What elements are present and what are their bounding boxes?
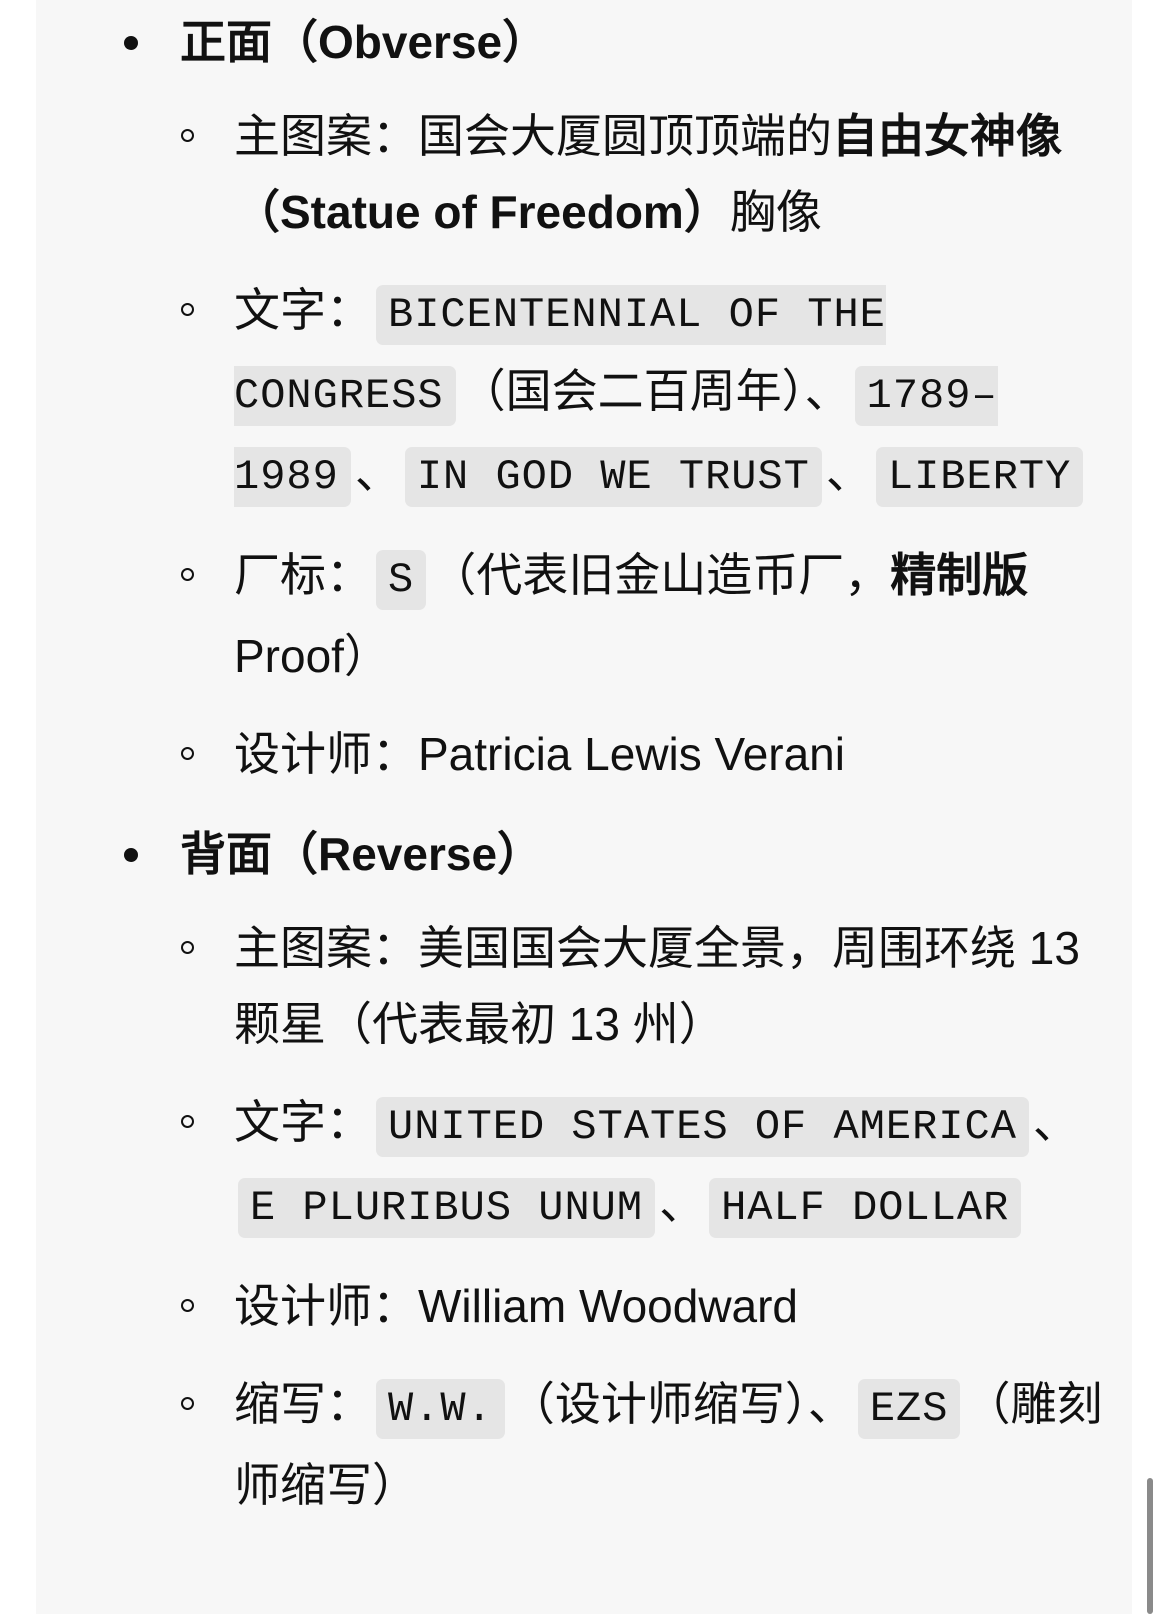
bullet-circle-icon <box>181 303 194 316</box>
bold-text: 自由女神像（Statue of Freedom） <box>234 110 1062 238</box>
text: Proof） <box>234 630 390 682</box>
inline-code: W.W. <box>376 1379 505 1439</box>
bold-text: 精制版 <box>890 549 1029 601</box>
text: 文字： <box>234 284 372 336</box>
text: 缩写： <box>234 1378 372 1430</box>
text: 、 <box>354 446 401 498</box>
scrollbar[interactable] <box>1147 1478 1153 1614</box>
bullet-circle-icon <box>181 1299 194 1312</box>
bullet-circle-icon <box>181 747 194 760</box>
text: （设计师缩写）、 <box>508 1378 854 1430</box>
text: 、 <box>1032 1096 1079 1148</box>
list-item: 缩写： W.W. （设计师缩写）、 EZS （雕刻师缩写） <box>36 1366 1104 1523</box>
bullet-circle-icon <box>181 568 194 581</box>
text: 文字： <box>234 1096 372 1148</box>
list-item: 文字： UNITED STATES OF AMERICA 、E PLURIBUS U… <box>36 1084 1104 1246</box>
sub-list: 主图案：美国国会大厦全景，周围环绕 13 颗星（代表最初 13 州） 文字： UNI… <box>36 910 1104 1523</box>
list-item: 主图案：美国国会大厦全景，周围环绕 13 颗星（代表最初 13 州） <box>36 910 1104 1062</box>
text: 胸像 <box>729 186 822 238</box>
list-item: 文字： BICENTENNIAL OF THE CONGRESS （国会二百周年）、… <box>36 272 1104 515</box>
bullet-circle-icon <box>181 129 194 142</box>
text: （雕刻师缩写） <box>234 1378 1103 1511</box>
inline-code: S <box>376 550 427 610</box>
inline-code: HALF DOLLAR <box>709 1178 1022 1238</box>
section-heading: 背面（Reverse） <box>36 812 1104 896</box>
sub-list: 主图案：国会大厦圆顶顶端的自由女神像（Statue of Freedom）胸像文… <box>36 98 1104 792</box>
text: 、 <box>659 1177 706 1229</box>
coin-description-list: 正面（Obverse） 主图案：国会大厦圆顶顶端的自由女神像（Statue of … <box>36 0 1104 1523</box>
text: 设计师：William Woodward <box>234 1280 799 1332</box>
section-heading-text: 正面（Obverse） <box>180 16 549 68</box>
text: 设计师：Patricia Lewis Verani <box>234 728 845 780</box>
list-item: 厂标： S （代表旧金山造币厂，精制版 Proof） <box>36 537 1104 694</box>
inline-code: LIBERTY <box>875 447 1084 507</box>
bullet-circle-icon <box>181 1397 194 1410</box>
bullet-dot-icon <box>124 848 138 862</box>
inline-code: EZS <box>857 1379 961 1439</box>
section-obverse: 正面（Obverse） 主图案：国会大厦圆顶顶端的自由女神像（Statue of … <box>36 0 1104 792</box>
list-item: 设计师：Patricia Lewis Verani <box>36 716 1104 792</box>
list-item: 设计师：William Woodward <box>36 1268 1104 1344</box>
text: （国会二百周年）、 <box>459 365 851 417</box>
section-heading: 正面（Obverse） <box>36 0 1104 84</box>
list-item: 主图案：国会大厦圆顶顶端的自由女神像（Statue of Freedom）胸像 <box>36 98 1104 250</box>
inline-code: E PLURIBUS UNUM <box>238 1178 656 1238</box>
text: 主图案：美国国会大厦全景，周围环绕 13 颗星（代表最初 13 州） <box>234 922 1080 1050</box>
section-heading-text: 背面（Reverse） <box>180 828 544 880</box>
bullet-dot-icon <box>124 36 138 50</box>
section-reverse: 背面（Reverse） 主图案：美国国会大厦全景，周围环绕 13 颗星（代表最初 … <box>36 812 1104 1523</box>
bullet-circle-icon <box>181 941 194 954</box>
bullet-circle-icon <box>181 1115 194 1128</box>
text: 、 <box>825 446 872 498</box>
inline-code: IN GOD WE TRUST <box>404 447 822 507</box>
inline-code: UNITED STATES OF AMERICA <box>376 1097 1029 1157</box>
text: （代表旧金山造币厂， <box>430 549 891 601</box>
message-card: 正面（Obverse） 主图案：国会大厦圆顶顶端的自由女神像（Statue of … <box>36 0 1132 1614</box>
text: 厂标： <box>234 549 372 601</box>
text: 主图案：国会大厦圆顶顶端的 <box>234 110 832 162</box>
